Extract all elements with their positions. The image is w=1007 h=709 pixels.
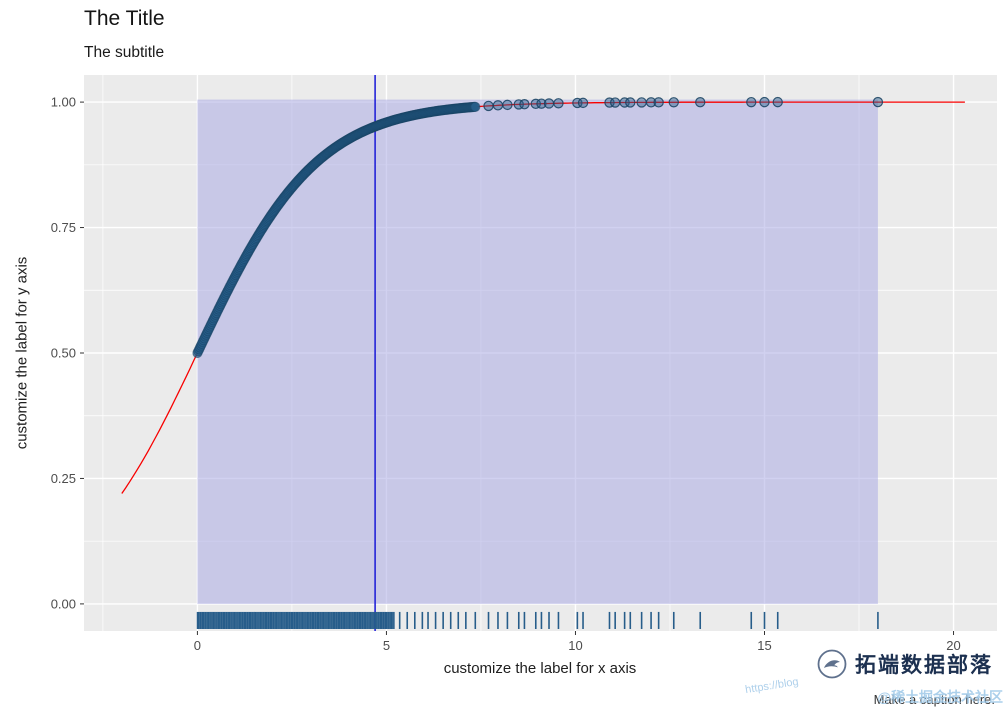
svg-text:1.00: 1.00 — [51, 95, 76, 110]
chart-title: The Title — [84, 7, 165, 30]
svg-text:0: 0 — [194, 638, 201, 653]
watermark-dove-logo-icon — [817, 649, 847, 679]
chart-caption: Make a caption here. — [873, 692, 995, 707]
svg-text:0.50: 0.50 — [51, 346, 76, 361]
watermark-community: @稀土掘金技术社区 — [877, 689, 1003, 705]
x-axis-label: customize the label for x axis — [443, 660, 637, 677]
watermark: 拓端数据部落 https://blog @稀土掘金技术社区 — [687, 640, 1007, 709]
svg-text:20: 20 — [946, 638, 960, 653]
watermark-brand-row: 拓端数据部落 — [816, 648, 993, 680]
svg-text:15: 15 — [757, 638, 771, 653]
svg-text:0.00: 0.00 — [51, 596, 76, 611]
chart-subtitle: The subtitle — [84, 44, 165, 61]
svg-text:0.75: 0.75 — [51, 220, 76, 235]
svg-text:5: 5 — [383, 638, 390, 653]
svg-text:10: 10 — [568, 638, 582, 653]
svg-text:0.25: 0.25 — [51, 471, 76, 486]
y-axis-label: customize the label for y axis — [13, 256, 31, 450]
watermark-brand: 拓端数据部落 — [855, 654, 993, 677]
watermark-url: https://blog — [744, 675, 800, 697]
